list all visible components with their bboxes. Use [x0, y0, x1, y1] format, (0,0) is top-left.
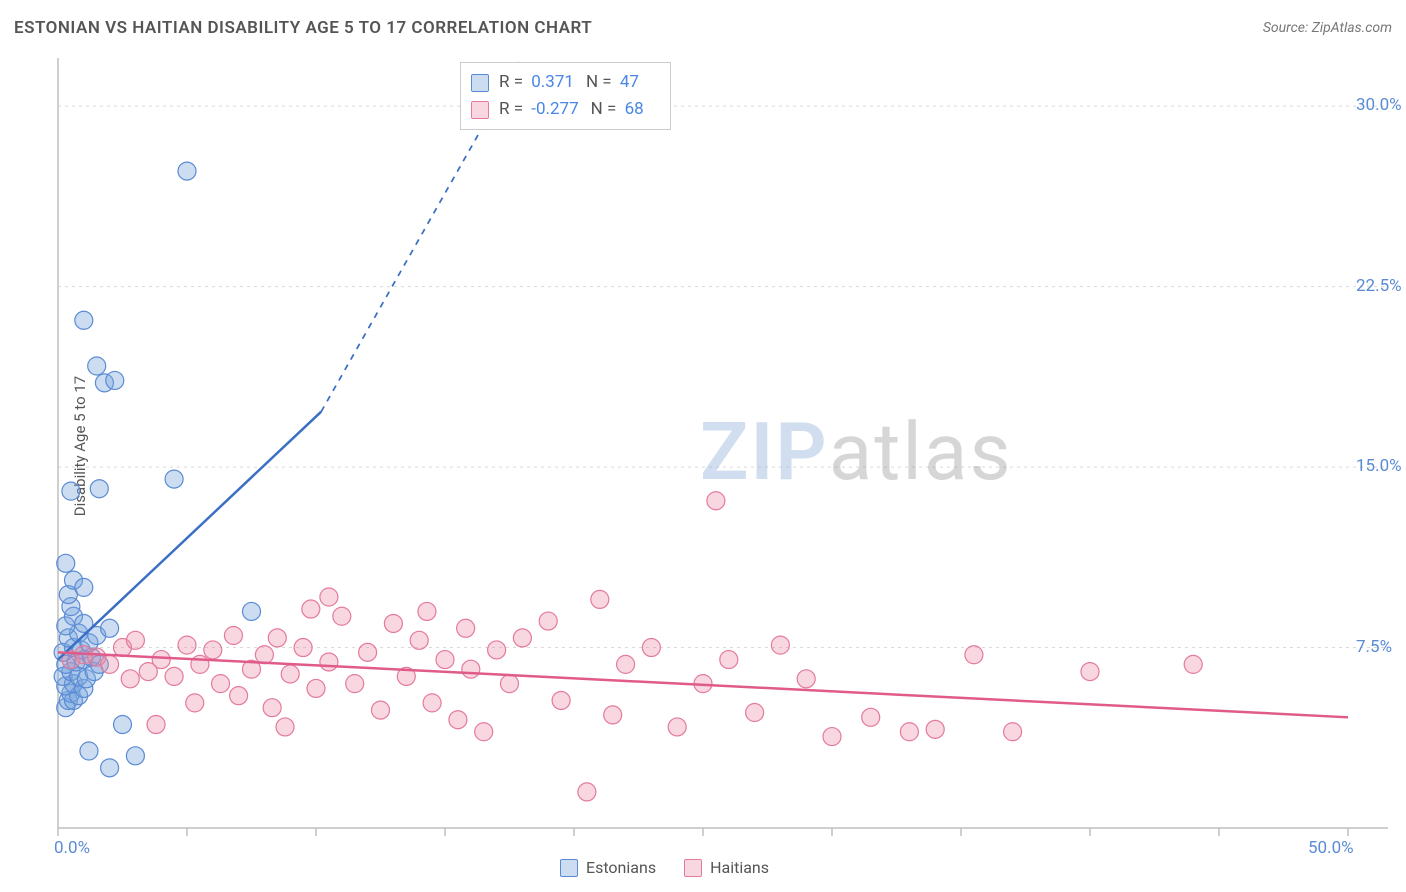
correlation-stats-box: R = 0.371N = 47R = -0.277N = 68	[460, 62, 671, 130]
swatch-haitians	[471, 101, 489, 119]
y-tick-label: 7.5%	[1356, 637, 1392, 657]
stats-row-haitians: R = -0.277N = 68	[471, 96, 656, 123]
y-tick-label: 22.5%	[1356, 276, 1402, 296]
scatter-chart	[48, 58, 1392, 848]
legend-item-haitians: Haitians	[684, 858, 769, 877]
title-bar: ESTONIAN VS HAITIAN DISABILITY AGE 5 TO …	[14, 18, 1392, 38]
x-tick-label: 50.0%	[1308, 838, 1354, 858]
legend-label-estonians: Estonians	[586, 858, 656, 877]
x-tick-label: 0.0%	[54, 838, 90, 858]
stats-row-estonians: R = 0.371N = 47	[471, 69, 656, 96]
swatch-estonians	[471, 74, 489, 92]
legend-item-estonians: Estonians	[560, 858, 656, 877]
y-tick-label: 30.0%	[1356, 95, 1402, 115]
bottom-legend: Estonians Haitians	[560, 858, 769, 877]
chart-title: ESTONIAN VS HAITIAN DISABILITY AGE 5 TO …	[14, 18, 592, 38]
legend-label-haitians: Haitians	[710, 858, 769, 877]
legend-swatch-haitians	[684, 859, 702, 877]
legend-swatch-estonians	[560, 859, 578, 877]
source-attribution: Source: ZipAtlas.com	[1263, 20, 1392, 36]
plot-area	[48, 58, 1392, 848]
y-tick-label: 15.0%	[1356, 456, 1402, 476]
